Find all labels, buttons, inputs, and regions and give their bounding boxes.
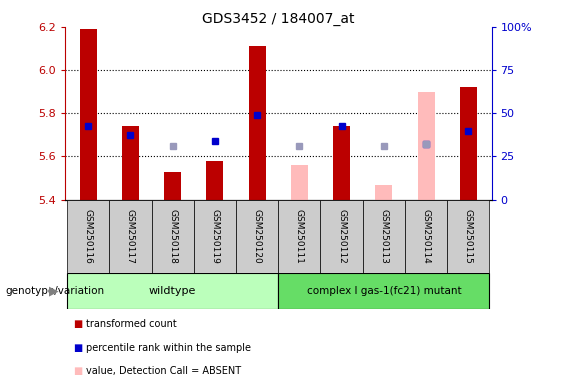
Bar — [164, 172, 181, 200]
Text: GSM250116: GSM250116 — [84, 209, 93, 263]
Text: wildtype: wildtype — [149, 286, 197, 296]
Bar — [249, 46, 266, 200]
Bar — [109, 200, 151, 273]
Text: GSM250114: GSM250114 — [421, 209, 431, 263]
Text: GSM250115: GSM250115 — [464, 209, 473, 263]
Text: complex I gas-1(fc21) mutant: complex I gas-1(fc21) mutant — [307, 286, 461, 296]
Bar — [333, 126, 350, 200]
Bar — [375, 185, 392, 200]
Text: value, Detection Call = ABSENT: value, Detection Call = ABSENT — [86, 366, 241, 376]
Text: ▶: ▶ — [49, 285, 59, 297]
Bar — [405, 200, 447, 273]
Text: transformed count: transformed count — [86, 319, 177, 329]
Bar — [67, 273, 278, 309]
Bar — [236, 200, 278, 273]
Text: GSM250120: GSM250120 — [253, 209, 262, 263]
Text: ■: ■ — [73, 319, 82, 329]
Bar — [122, 126, 139, 200]
Bar — [67, 200, 109, 273]
Bar — [291, 165, 308, 200]
Bar — [80, 29, 97, 200]
Bar — [206, 161, 223, 200]
Bar — [460, 88, 477, 200]
Bar — [278, 200, 320, 273]
Bar — [418, 92, 434, 200]
Text: GSM250111: GSM250111 — [295, 209, 304, 263]
Bar — [278, 273, 489, 309]
Bar — [320, 200, 363, 273]
Text: GSM250118: GSM250118 — [168, 209, 177, 263]
Text: ■: ■ — [73, 366, 82, 376]
Bar — [363, 200, 405, 273]
Text: GSM250113: GSM250113 — [379, 209, 388, 263]
Text: GSM250117: GSM250117 — [126, 209, 135, 263]
Title: GDS3452 / 184007_at: GDS3452 / 184007_at — [202, 12, 354, 26]
Text: percentile rank within the sample: percentile rank within the sample — [86, 343, 251, 353]
Text: ■: ■ — [73, 343, 82, 353]
Bar — [447, 200, 489, 273]
Text: GSM250119: GSM250119 — [210, 209, 219, 263]
Bar — [151, 200, 194, 273]
Text: genotype/variation: genotype/variation — [6, 286, 105, 296]
Bar — [194, 200, 236, 273]
Text: GSM250112: GSM250112 — [337, 209, 346, 263]
